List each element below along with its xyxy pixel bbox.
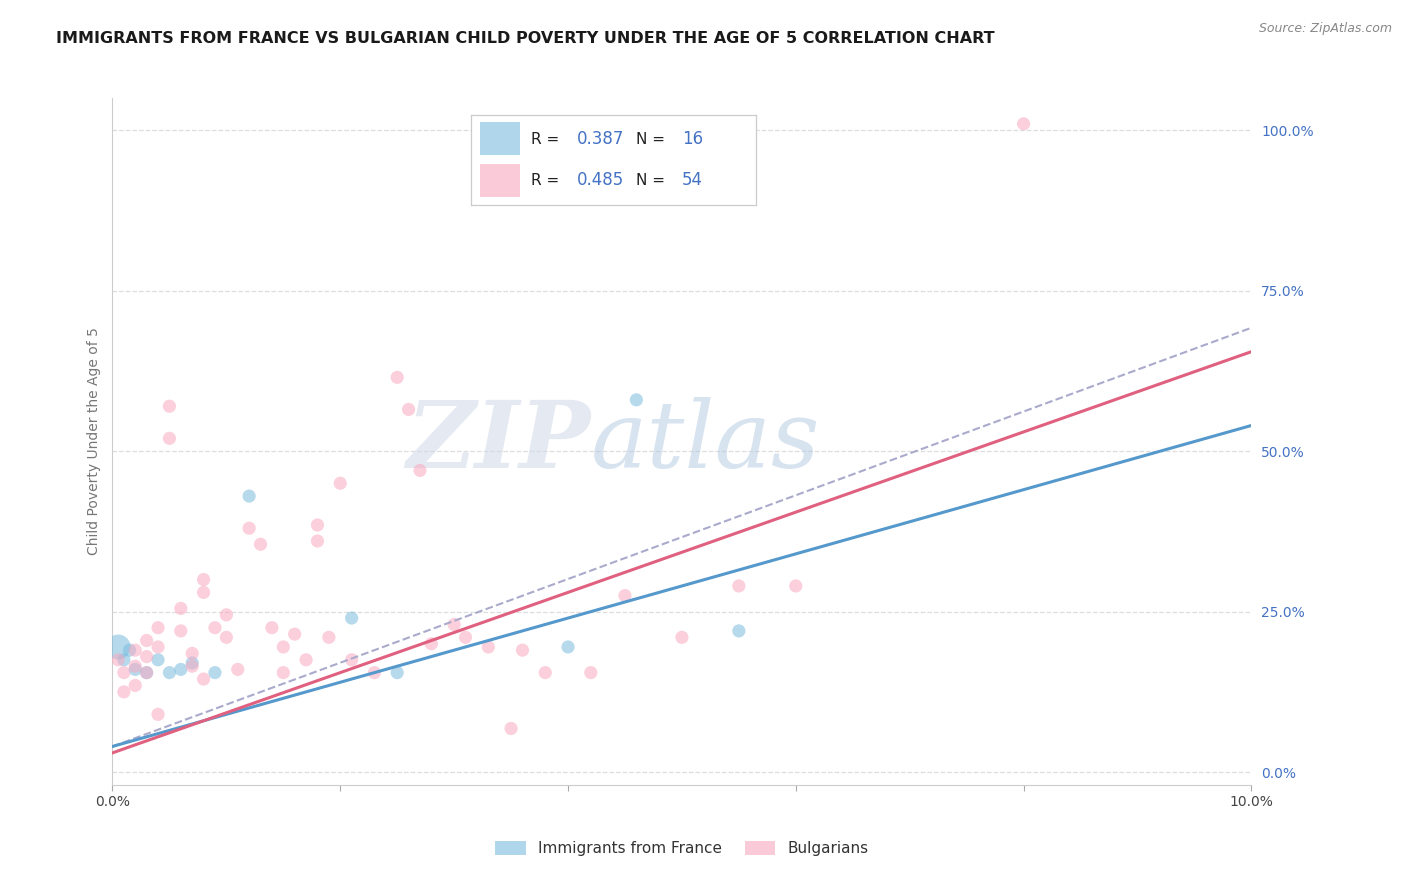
Point bbox=[728, 579, 751, 593]
Point bbox=[170, 624, 193, 638]
Point bbox=[271, 640, 295, 654]
Point bbox=[501, 722, 523, 736]
Point bbox=[340, 653, 363, 667]
Point bbox=[238, 521, 260, 535]
Point bbox=[579, 665, 602, 680]
Point bbox=[112, 653, 135, 667]
Point bbox=[512, 643, 534, 657]
Point bbox=[124, 659, 146, 673]
Point bbox=[181, 646, 204, 660]
Point bbox=[363, 665, 385, 680]
Point bbox=[170, 662, 193, 676]
Point bbox=[284, 627, 307, 641]
Point bbox=[181, 656, 204, 670]
Point bbox=[398, 402, 420, 417]
Legend: Immigrants from France, Bulgarians: Immigrants from France, Bulgarians bbox=[495, 841, 869, 856]
Point bbox=[215, 630, 238, 644]
Point bbox=[193, 672, 215, 686]
Point bbox=[112, 665, 135, 680]
Point bbox=[146, 640, 169, 654]
Point bbox=[1012, 117, 1035, 131]
Point bbox=[193, 585, 215, 599]
Point bbox=[146, 707, 169, 722]
Point bbox=[307, 534, 329, 549]
Point bbox=[124, 662, 146, 676]
Text: atlas: atlas bbox=[591, 397, 820, 486]
Text: Source: ZipAtlas.com: Source: ZipAtlas.com bbox=[1258, 22, 1392, 36]
Point bbox=[613, 589, 636, 603]
Point bbox=[118, 643, 141, 657]
Point bbox=[215, 607, 238, 622]
Point bbox=[534, 665, 557, 680]
Point bbox=[671, 630, 693, 644]
Point bbox=[146, 653, 169, 667]
Point bbox=[443, 617, 465, 632]
Point bbox=[271, 665, 295, 680]
Point bbox=[420, 637, 443, 651]
Point bbox=[340, 611, 363, 625]
Point bbox=[159, 431, 180, 445]
Point bbox=[112, 685, 135, 699]
Point bbox=[385, 370, 409, 384]
Point bbox=[728, 624, 751, 638]
Point bbox=[409, 463, 432, 477]
Point bbox=[159, 665, 180, 680]
Y-axis label: Child Poverty Under the Age of 5: Child Poverty Under the Age of 5 bbox=[87, 327, 101, 556]
Point bbox=[204, 665, 226, 680]
Point bbox=[135, 649, 157, 664]
Point bbox=[159, 399, 180, 413]
Point bbox=[557, 640, 579, 654]
Point bbox=[238, 489, 260, 503]
Text: IMMIGRANTS FROM FRANCE VS BULGARIAN CHILD POVERTY UNDER THE AGE OF 5 CORRELATION: IMMIGRANTS FROM FRANCE VS BULGARIAN CHIL… bbox=[56, 31, 995, 46]
Point bbox=[124, 643, 146, 657]
Point bbox=[146, 621, 169, 635]
Point bbox=[385, 665, 409, 680]
Point bbox=[107, 653, 129, 667]
Point bbox=[260, 621, 283, 635]
Point bbox=[181, 659, 204, 673]
Point bbox=[135, 665, 157, 680]
Point bbox=[307, 518, 329, 533]
Point bbox=[318, 630, 340, 644]
Point bbox=[124, 678, 146, 692]
Point bbox=[135, 633, 157, 648]
Point bbox=[626, 392, 648, 407]
Point bbox=[477, 640, 499, 654]
Point bbox=[170, 601, 193, 615]
Point bbox=[107, 640, 129, 654]
Point bbox=[193, 573, 215, 587]
Point bbox=[295, 653, 318, 667]
Point bbox=[204, 621, 226, 635]
Point bbox=[135, 665, 157, 680]
Point bbox=[785, 579, 807, 593]
Point bbox=[226, 662, 249, 676]
Point bbox=[249, 537, 271, 551]
Point bbox=[329, 476, 352, 491]
Point bbox=[454, 630, 477, 644]
Text: ZIP: ZIP bbox=[406, 397, 591, 486]
